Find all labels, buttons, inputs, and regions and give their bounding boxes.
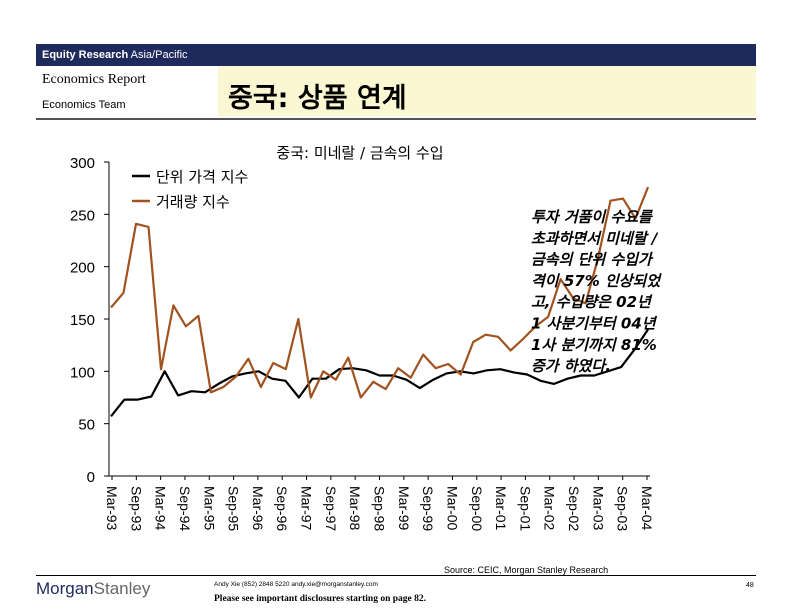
x-tick-label: Mar-04 (639, 486, 655, 531)
x-tick-label: Sep-00 (469, 486, 485, 531)
report-type: Economics Report (42, 72, 146, 87)
slide-title: 중국: 상품 연계 (228, 83, 407, 114)
x-tick-label: Sep-95 (226, 486, 242, 531)
chart-axes (104, 161, 650, 480)
x-tick-label: Mar-00 (444, 486, 460, 531)
x-tick-label: Sep-97 (323, 486, 339, 531)
x-tick-label: Sep-03 (615, 486, 631, 531)
y-tick-label: 0 (87, 469, 95, 486)
x-tick-label: Mar-96 (250, 486, 266, 531)
team-name: Economics Team (42, 99, 126, 111)
x-tick-label: Mar-97 (299, 486, 315, 531)
y-tick-label: 50 (78, 417, 95, 434)
x-tick-label: Mar-01 (493, 486, 509, 531)
annotation-line: 투자 거품이 수요를 (531, 208, 653, 226)
contact-info: Andy Xie (852) 2848 5220 andy.xie@morgan… (214, 581, 378, 588)
x-tick-label: Sep-94 (177, 486, 193, 531)
unit-price-index-line (110, 328, 649, 417)
x-tick-label: Mar-94 (153, 486, 169, 531)
x-tick-label: Mar-98 (347, 486, 363, 531)
x-tick-label: Sep-01 (517, 486, 533, 531)
volume-index-line (110, 186, 650, 399)
annotation-line: 증가 하였다. (531, 357, 611, 375)
annotation-line: 1 사분기부터 04년 (531, 315, 658, 333)
x-tick-label: Sep-93 (128, 486, 144, 531)
x-tick-label: Mar-03 (590, 486, 606, 531)
x-tick-label: Sep-96 (274, 486, 290, 531)
disclosure-note: Please see important disclosures startin… (214, 594, 426, 604)
chart-source: Source: CEIC, Morgan Stanley Research (444, 565, 609, 575)
header-bar: Equity Research Asia/Pacific (36, 44, 756, 66)
y-tick-label: 200 (70, 260, 95, 277)
annotation-line: 초과하면서 미네랄 / (531, 229, 659, 247)
slide-title-box: 중국: 상품 연계 (218, 66, 756, 116)
x-tick-label: Mar-95 (201, 486, 217, 531)
x-tick-label: Mar-02 (542, 486, 558, 531)
y-tick-label: 150 (70, 312, 95, 329)
y-tick-label: 100 (70, 364, 95, 381)
series-lines (110, 186, 650, 417)
report-header: Economics Report Economics Team 중국: 상품 연… (36, 66, 756, 120)
footer-divider (36, 575, 756, 576)
x-tick-label: Mar-93 (104, 486, 120, 531)
header-bar-label: Equity Research Asia/Pacific (42, 49, 188, 61)
header-divider (36, 118, 756, 120)
x-tick-label: Sep-02 (566, 486, 582, 531)
legend-label: 단위 가격 지수 (156, 168, 248, 186)
x-tick-label: Sep-99 (420, 486, 436, 531)
annotation-line: 1사 분기까지 81% (531, 336, 657, 354)
annotation-line: 격이 57% 인상되었 (531, 272, 662, 290)
y-tick-labels: 0 50 100 150 200 250 300 (70, 155, 95, 486)
legend-label: 거래량 지수 (156, 193, 230, 211)
chart-title: 중국: 미네랄 / 금속의 수입 (276, 144, 443, 162)
y-tick-label: 300 (70, 155, 95, 172)
annotation-line: 금속의 단위 수입가 (531, 251, 654, 269)
annotation-line: 고, 수입량은 02년 (531, 293, 653, 311)
x-tick-label: Sep-98 (372, 486, 388, 531)
x-tick-label: Mar-99 (396, 486, 412, 531)
x-tick-labels: Mar-93 Sep-93 Mar-94 Sep-94 Mar-95 Sep-95 Mar-… (104, 486, 655, 531)
page-number: 48 (746, 582, 754, 589)
y-tick-label: 250 (70, 207, 95, 224)
morgan-stanley-logo: MorganStanley (36, 579, 151, 598)
